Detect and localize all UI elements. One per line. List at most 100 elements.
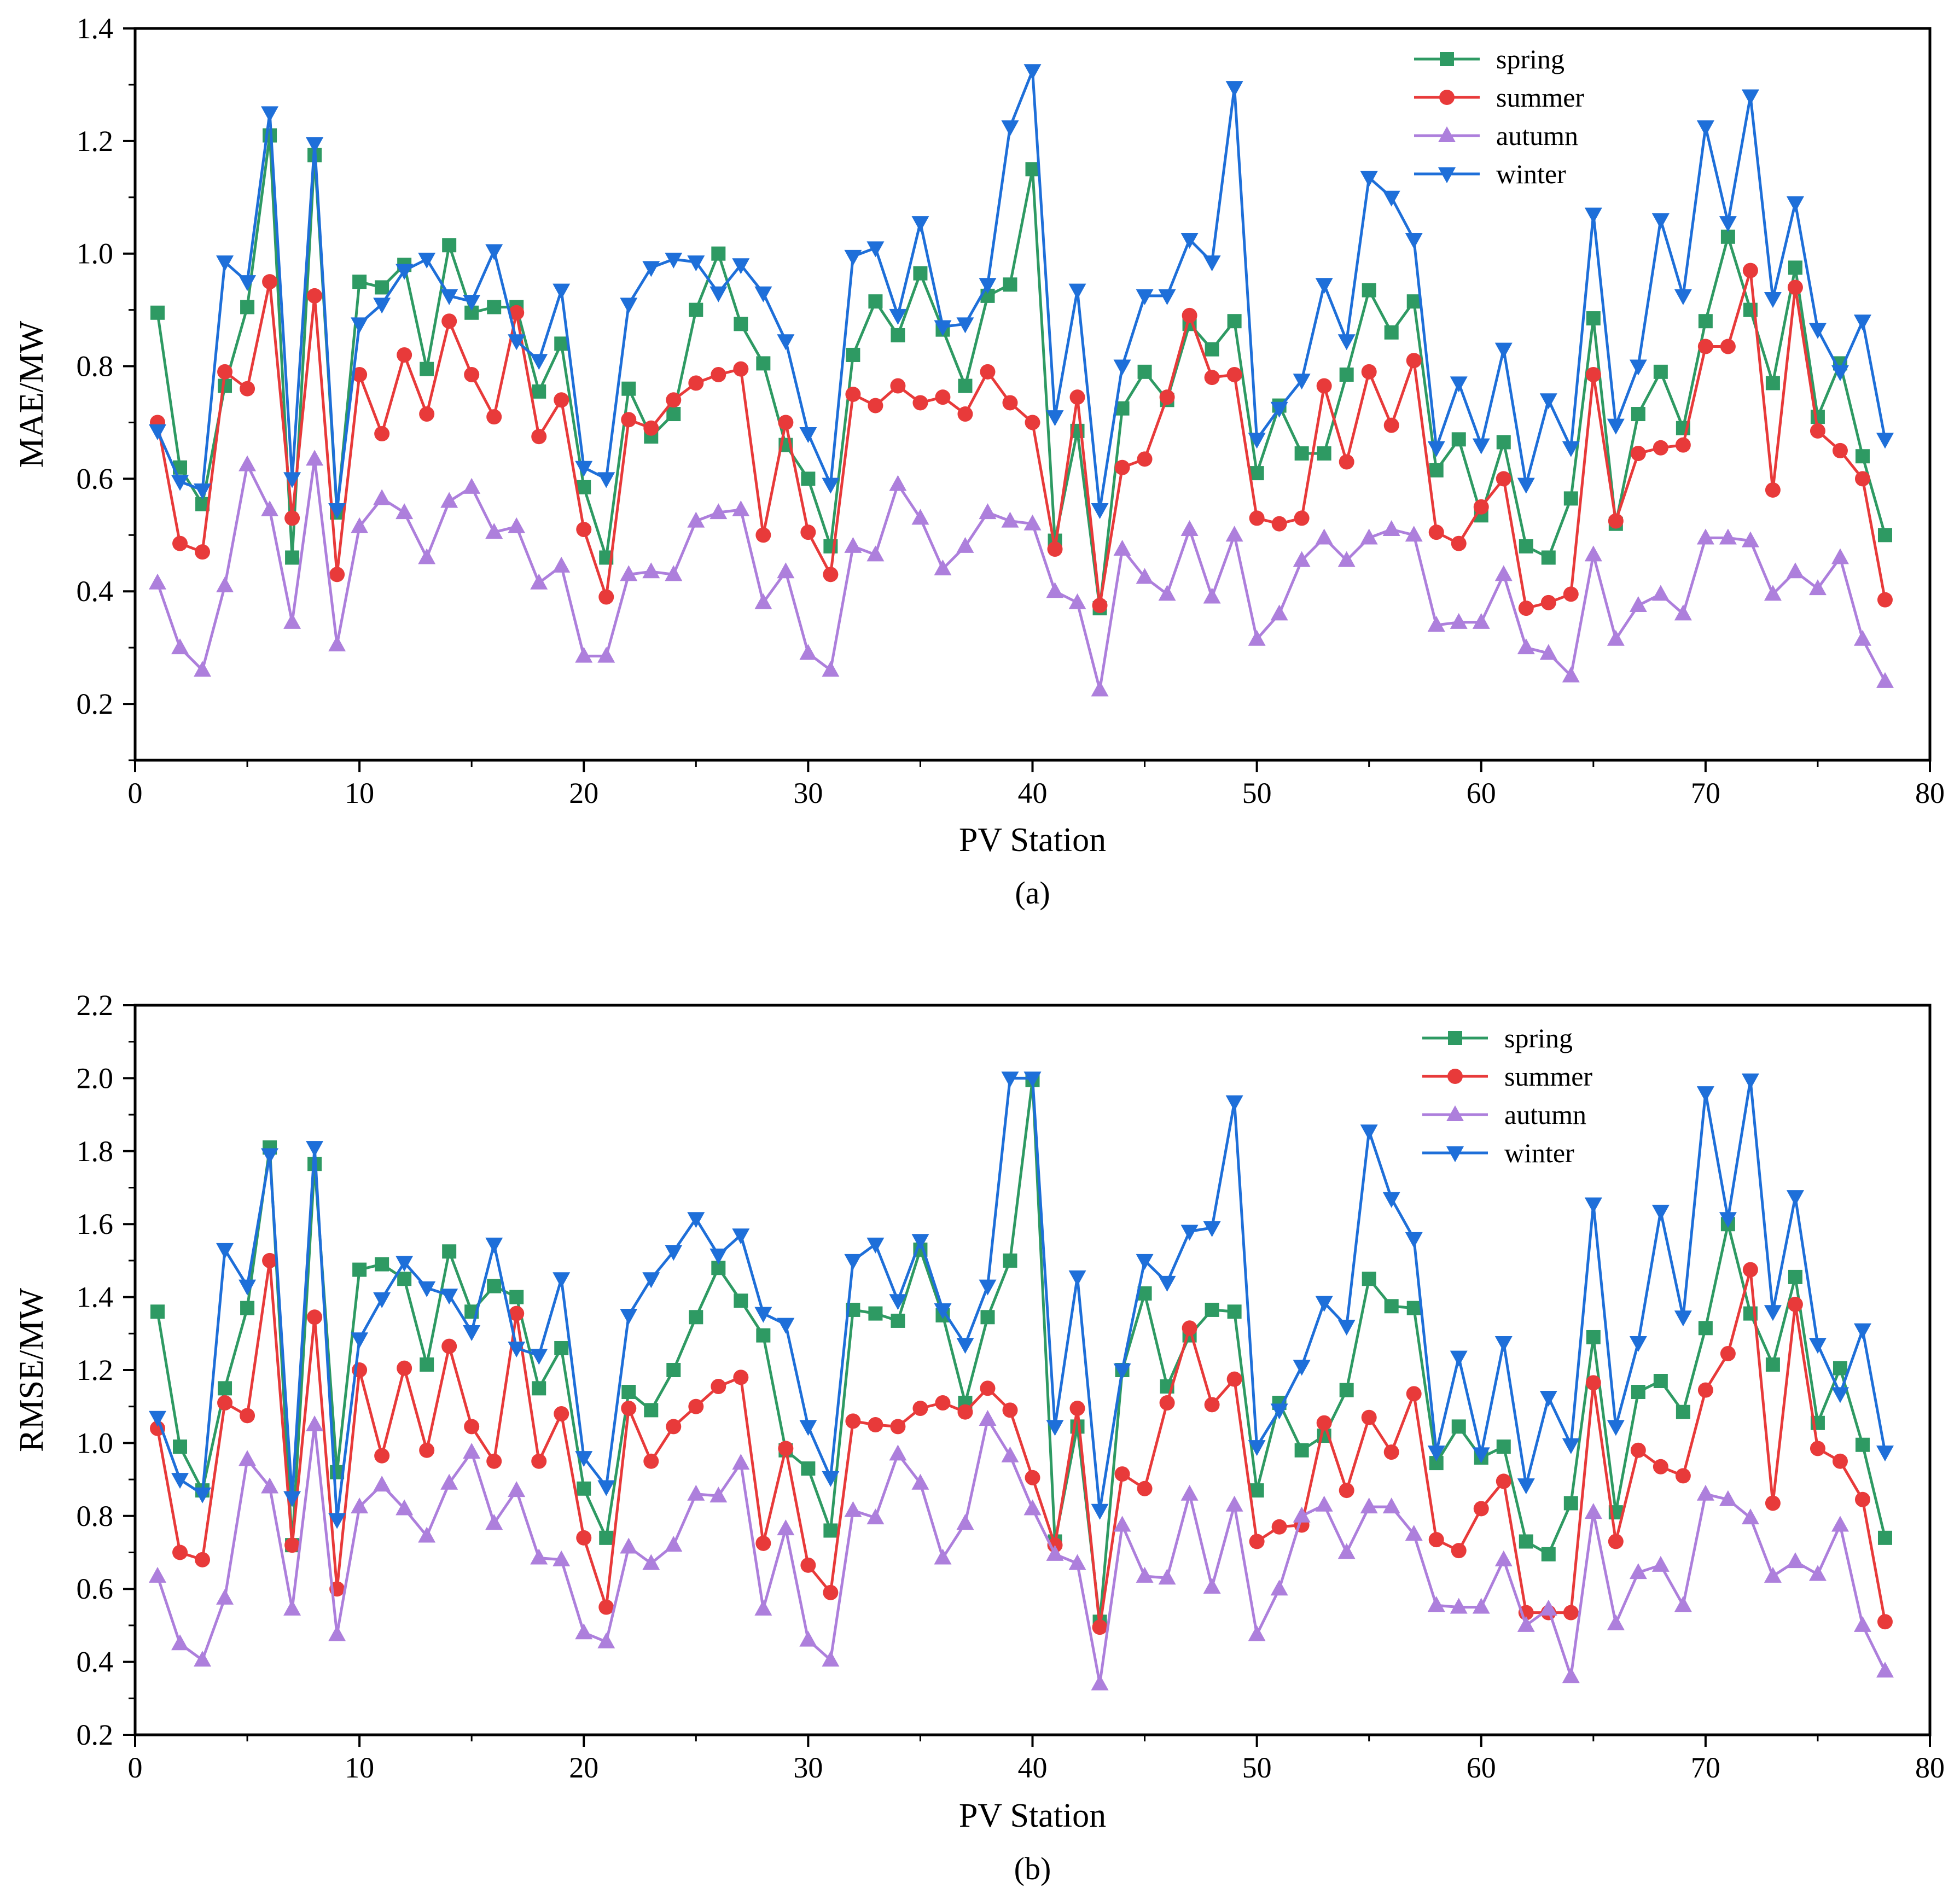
data-point-summer: [397, 347, 412, 363]
data-point-autumn: [1382, 520, 1400, 537]
data-point-summer: [1204, 1397, 1220, 1413]
data-point-autumn: [283, 1599, 301, 1616]
y-tick-label: 0.6: [77, 1572, 114, 1605]
data-point-winter: [620, 298, 638, 314]
legend-item-winter: winter: [1414, 159, 1566, 189]
data-point-spring: [554, 336, 569, 351]
data-point-summer: [643, 1453, 659, 1469]
data-point-summer: [666, 392, 682, 408]
data-point-spring: [1003, 277, 1017, 292]
data-point-spring: [1855, 449, 1870, 464]
x-tick-label: 60: [1467, 1751, 1496, 1784]
data-point-autumn: [889, 1444, 907, 1461]
data-point-spring: [891, 328, 905, 342]
data-point-winter: [1517, 477, 1535, 494]
data-point-summer: [464, 1419, 480, 1435]
data-point-winter: [1719, 216, 1737, 232]
data-point-autumn: [1741, 531, 1759, 547]
data-point-summer: [576, 1530, 592, 1546]
data-point-autumn: [1360, 1497, 1378, 1514]
data-point-autumn: [1674, 1596, 1692, 1612]
data-point-autumn: [1517, 1616, 1535, 1632]
data-point-winter: [642, 1272, 660, 1289]
data-point-winter: [1091, 503, 1109, 519]
x-tick-label: 50: [1242, 777, 1272, 809]
data-point-winter: [1494, 342, 1513, 359]
data-point-summer: [1316, 1415, 1332, 1431]
data-point-summer: [1630, 446, 1646, 462]
data-point-winter: [1562, 441, 1580, 457]
data-point-winter: [485, 1237, 503, 1254]
data-point-spring: [1676, 1404, 1690, 1419]
data-point-spring: [218, 1381, 232, 1396]
data-point-winter: [687, 255, 705, 272]
data-point-spring: [420, 1357, 434, 1372]
data-point-winter: [1405, 1232, 1423, 1248]
data-point-spring: [958, 378, 973, 393]
data-point-autumn: [1270, 1580, 1288, 1596]
data-point-autumn: [463, 1443, 481, 1459]
data-point-summer: [1047, 541, 1063, 557]
data-point-summer: [1473, 1501, 1489, 1517]
data-point-autumn: [665, 565, 683, 581]
data-point-winter: [216, 255, 234, 272]
data-point-autumn: [396, 503, 414, 520]
data-point-winter: [620, 1308, 638, 1325]
data-point-spring: [240, 1301, 255, 1315]
data-point-spring: [734, 317, 748, 331]
series-line-autumn: [156, 457, 1887, 691]
data-point-spring: [1877, 528, 1892, 543]
data-point-autumn: [799, 1630, 817, 1647]
data-point-autumn: [306, 450, 324, 466]
data-point-winter: [1270, 1403, 1288, 1420]
data-point-autumn: [1651, 1555, 1670, 1572]
legend-item-summer: summer: [1414, 82, 1584, 113]
data-point-summer: [733, 1369, 749, 1385]
data-point-summer: [240, 1408, 255, 1424]
data-point-winter: [440, 1289, 458, 1305]
panel-a-chart: 0 10 20 30 40 50 60 70 80 0.2 0.4 0.6 0.8 1.0 1.2 1.4 PV…: [13, 12, 1945, 911]
data-point-autumn: [754, 1599, 772, 1616]
data-point-summer: [1294, 510, 1310, 526]
data-point-spring: [1339, 367, 1354, 382]
data-point-spring: [1788, 1269, 1802, 1284]
legend-label-summer: summer: [1496, 82, 1584, 113]
x-tick-label: 40: [1018, 1751, 1048, 1784]
data-point-summer: [486, 409, 502, 425]
data-point-summer: [195, 1552, 211, 1567]
data-point-winter: [777, 1318, 795, 1334]
legend-marker-summer: [1439, 90, 1455, 105]
data-point-winter: [575, 461, 593, 477]
data-point-autumn: [687, 511, 705, 528]
data-point-summer: [688, 375, 704, 391]
data-point-summer: [1092, 597, 1108, 613]
data-point-autumn: [1427, 1596, 1445, 1612]
data-point-winter: [1046, 1420, 1064, 1436]
data-point-winter: [709, 1248, 728, 1264]
data-point-winter: [1158, 289, 1176, 305]
data-point-summer: [1226, 366, 1242, 382]
data-point-summer: [1496, 471, 1511, 487]
data-point-autumn: [1248, 630, 1266, 646]
data-point-autumn: [866, 545, 885, 562]
data-point-summer: [755, 527, 771, 543]
data-point-autumn: [911, 1473, 929, 1490]
data-point-winter: [508, 334, 526, 351]
data-point-winter: [1427, 1446, 1445, 1462]
data-point-autumn: [956, 1514, 974, 1530]
data-point-winter: [1494, 1336, 1513, 1352]
data-point-summer: [1159, 1395, 1175, 1411]
data-point-summer: [912, 1401, 928, 1417]
data-point-winter: [597, 1480, 615, 1496]
data-point-winter: [1203, 1221, 1221, 1237]
data-point-autumn: [171, 1634, 189, 1651]
data-point-summer: [1406, 353, 1422, 369]
data-point-spring: [689, 1310, 703, 1325]
data-point-autumn: [463, 477, 481, 494]
data-point-winter: [1225, 81, 1243, 97]
data-point-autumn: [1427, 615, 1445, 632]
data-point-autumn: [1808, 1565, 1827, 1581]
data-point-summer: [240, 381, 255, 397]
data-point-summer: [531, 429, 547, 445]
data-point-summer: [284, 510, 300, 526]
